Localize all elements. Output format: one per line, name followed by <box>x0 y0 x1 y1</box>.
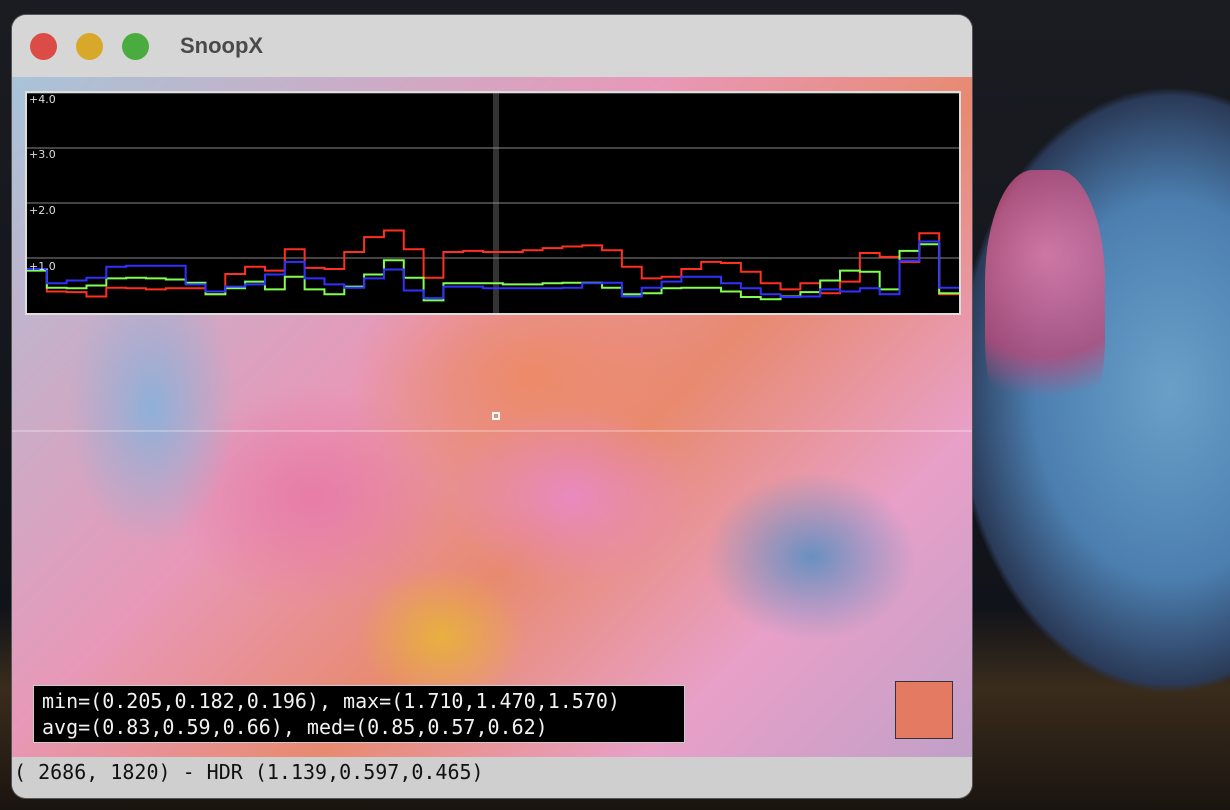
chart-plot <box>27 93 959 313</box>
series-line-0 <box>27 229 959 298</box>
color-swatch <box>895 681 953 739</box>
stats-avg-median: avg=(0.83,0.59,0.66), med=(0.85,0.57,0.6… <box>42 715 548 739</box>
y-tick-label: +2.0 <box>29 204 56 217</box>
y-tick-label: +1.0 <box>29 260 56 273</box>
close-button[interactable] <box>30 33 57 60</box>
crosshair-horizontal-line <box>12 430 972 432</box>
title-bar[interactable]: SnoopX <box>12 15 972 77</box>
y-tick-label: +4.0 <box>29 93 56 106</box>
series-line-2 <box>27 240 959 300</box>
cursor-pixel-marker <box>492 412 500 420</box>
zoom-button[interactable] <box>122 33 149 60</box>
window-title: SnoopX <box>180 33 264 58</box>
background-photo-detail <box>985 170 1105 450</box>
minimize-button[interactable] <box>76 33 103 60</box>
magnified-image-view[interactable]: +4.0 +3.0 +2.0 +1.0 min=(0.205,0.182,0.1… <box>12 77 972 757</box>
snoopx-window: SnoopX +4.0 +3.0 +2.0 +1.0 min=(0.205,0.… <box>12 15 972 798</box>
row-profile-chart: +4.0 +3.0 +2.0 +1.0 <box>25 91 961 315</box>
stats-min-max: min=(0.205,0.182,0.196), max=(1.710,1.47… <box>42 689 620 713</box>
series-line-1 <box>27 243 959 302</box>
y-tick-label: +3.0 <box>29 148 56 161</box>
statistics-panel: min=(0.205,0.182,0.196), max=(1.710,1.47… <box>33 685 685 743</box>
status-bar: ( 2686, 1820) - HDR (1.139,0.597,0.465) <box>12 757 972 798</box>
